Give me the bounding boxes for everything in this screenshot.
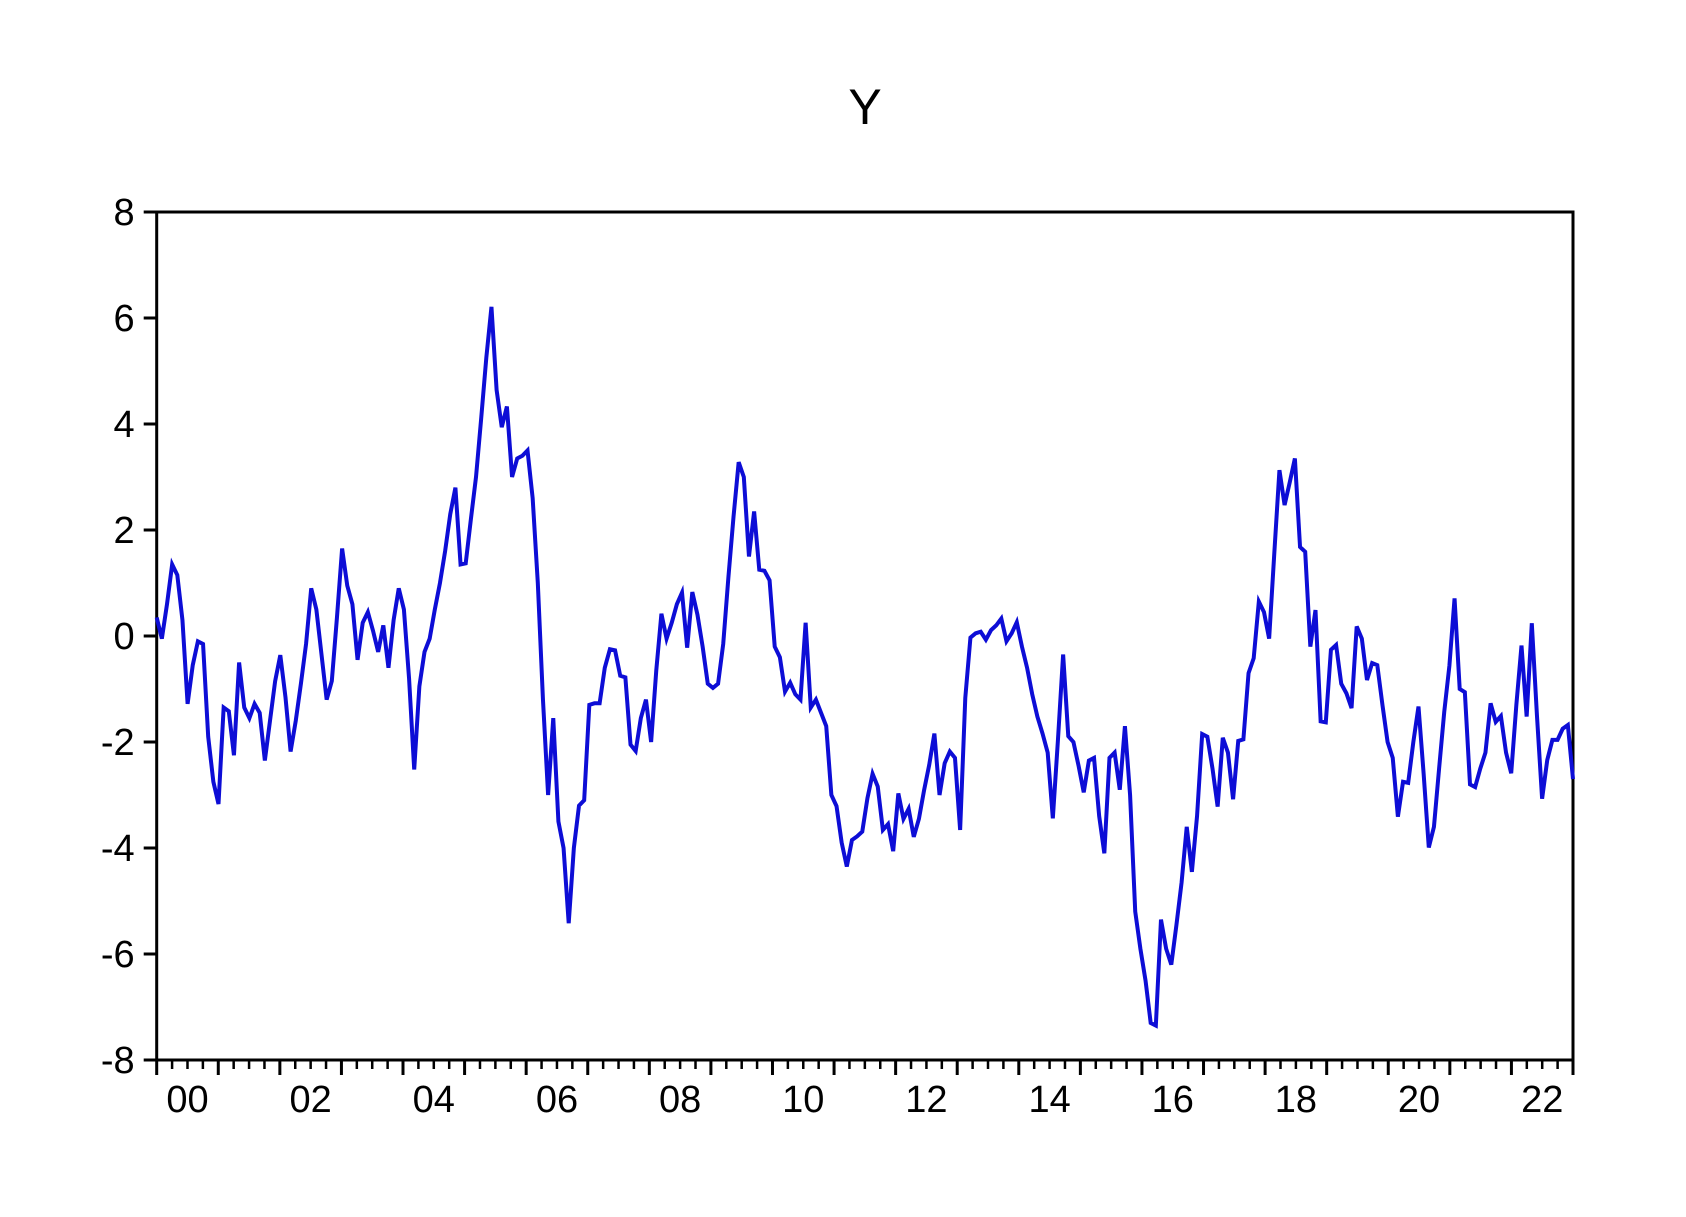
x-axis-labels: 00 02 04 06 08 10 12 14 16 18 20 22 [166,1079,1563,1121]
x-tick-label: 06 [536,1079,578,1121]
x-tick-label: 20 [1398,1079,1440,1121]
y-tick-label: -4 [101,828,135,870]
x-tick-label: 12 [905,1079,947,1121]
y-tick-label: 0 [114,616,135,658]
data-line [154,306,1575,1029]
x-tick-label: 22 [1521,1079,1563,1121]
y-tick-label: -8 [101,1040,135,1082]
y-tick-label: -2 [101,722,135,764]
y-tick-label: 6 [114,298,135,340]
y-tick-label: 4 [114,404,135,446]
y-axis-labels: 8 6 4 2 0 -2 -4 -6 -8 [101,192,135,1082]
y-axis-ticks [143,210,157,1062]
x-tick-label: 18 [1275,1079,1317,1121]
x-tick-label: 10 [782,1079,824,1121]
x-tick-label: 08 [659,1079,701,1121]
y-tick-label: 8 [114,192,135,234]
x-tick-label: 14 [1028,1079,1070,1121]
x-axis-ticks [155,1060,1575,1075]
x-tick-label: 00 [166,1079,208,1121]
y-tick-label: 2 [114,510,135,552]
chart-title: Y [848,79,882,135]
x-tick-label: 02 [290,1079,332,1121]
x-tick-label: 16 [1152,1079,1194,1121]
series-y-line [154,306,1575,1029]
y-tick-label: -6 [101,934,135,976]
x-tick-label: 04 [413,1079,455,1121]
